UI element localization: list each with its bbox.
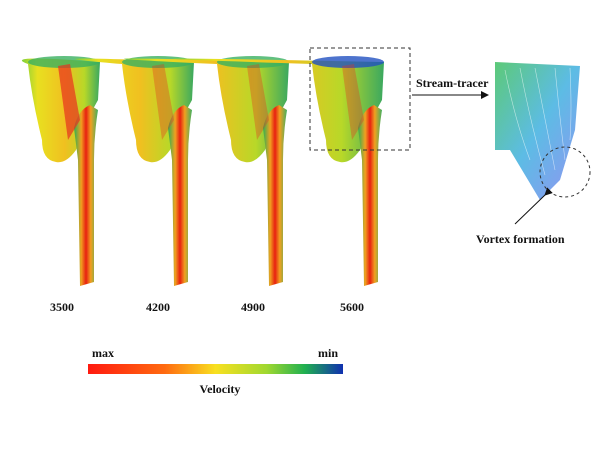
core (152, 64, 174, 140)
outlet (74, 105, 98, 286)
core (58, 64, 80, 140)
stream-tracer-field (495, 62, 580, 200)
core (247, 64, 269, 140)
outlet (168, 105, 192, 286)
colorbar-max: max (92, 346, 114, 360)
bulb (172, 58, 384, 163)
panel-label: 4200 (146, 300, 170, 314)
outlet (358, 105, 382, 286)
core (342, 64, 364, 140)
zoom-box (309, 47, 411, 151)
annotation: Vortex formation (476, 232, 565, 246)
bulb-top (312, 56, 384, 68)
colorbar-title: Velocity (200, 382, 241, 396)
bulb (74, 58, 194, 163)
panel-label: 4900 (241, 300, 265, 314)
arrow (514, 187, 553, 225)
colorbar-min: min (318, 346, 338, 360)
velocity-panels: 3500 4200 4900 5600 (21, 56, 384, 314)
outlet (263, 105, 287, 286)
vortex-circle (539, 146, 591, 198)
colorbar (88, 364, 343, 374)
panel-label: 3500 (50, 300, 74, 314)
annotation: Stream-tracer (416, 76, 489, 90)
panel-label: 5600 (340, 300, 364, 314)
bulb (123, 58, 289, 163)
